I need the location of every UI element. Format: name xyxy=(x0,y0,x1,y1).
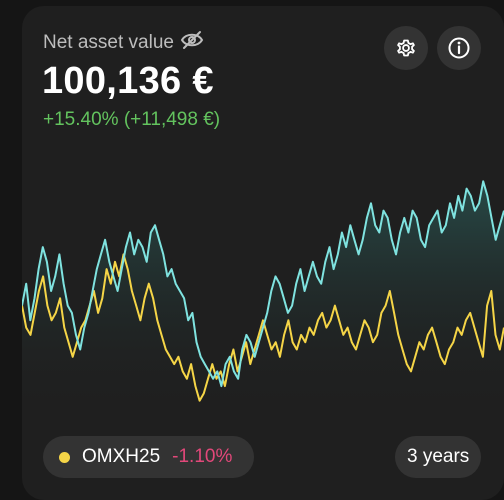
card-title: Net asset value xyxy=(43,32,174,53)
period-label: 3 years xyxy=(407,446,470,467)
performance-chart xyxy=(22,180,504,416)
benchmark-name: OMXH25 xyxy=(82,446,161,467)
benchmark-selector[interactable]: OMXH25 -1.10% xyxy=(43,436,255,478)
net-asset-value-change: +15.40% (+11,498 €) xyxy=(43,109,221,130)
period-selector[interactable]: 3 years xyxy=(395,436,482,478)
portfolio-series-line xyxy=(22,180,504,388)
net-asset-value-card: Net asset value 100,136 € +15.40% (+11,4… xyxy=(22,6,504,500)
settings-button[interactable] xyxy=(384,26,428,70)
eye-off-icon[interactable] xyxy=(180,30,204,56)
net-asset-value-amount: 100,136 € xyxy=(42,60,214,102)
portfolio-area-fill xyxy=(22,181,504,416)
benchmark-change: -1.10% xyxy=(172,446,233,467)
info-button[interactable] xyxy=(437,26,481,70)
title-row: Net asset value xyxy=(43,30,204,56)
info-icon xyxy=(448,37,470,59)
benchmark-color-dot xyxy=(59,451,70,463)
benchmark-series-line xyxy=(22,253,504,402)
gear-icon xyxy=(397,39,415,57)
